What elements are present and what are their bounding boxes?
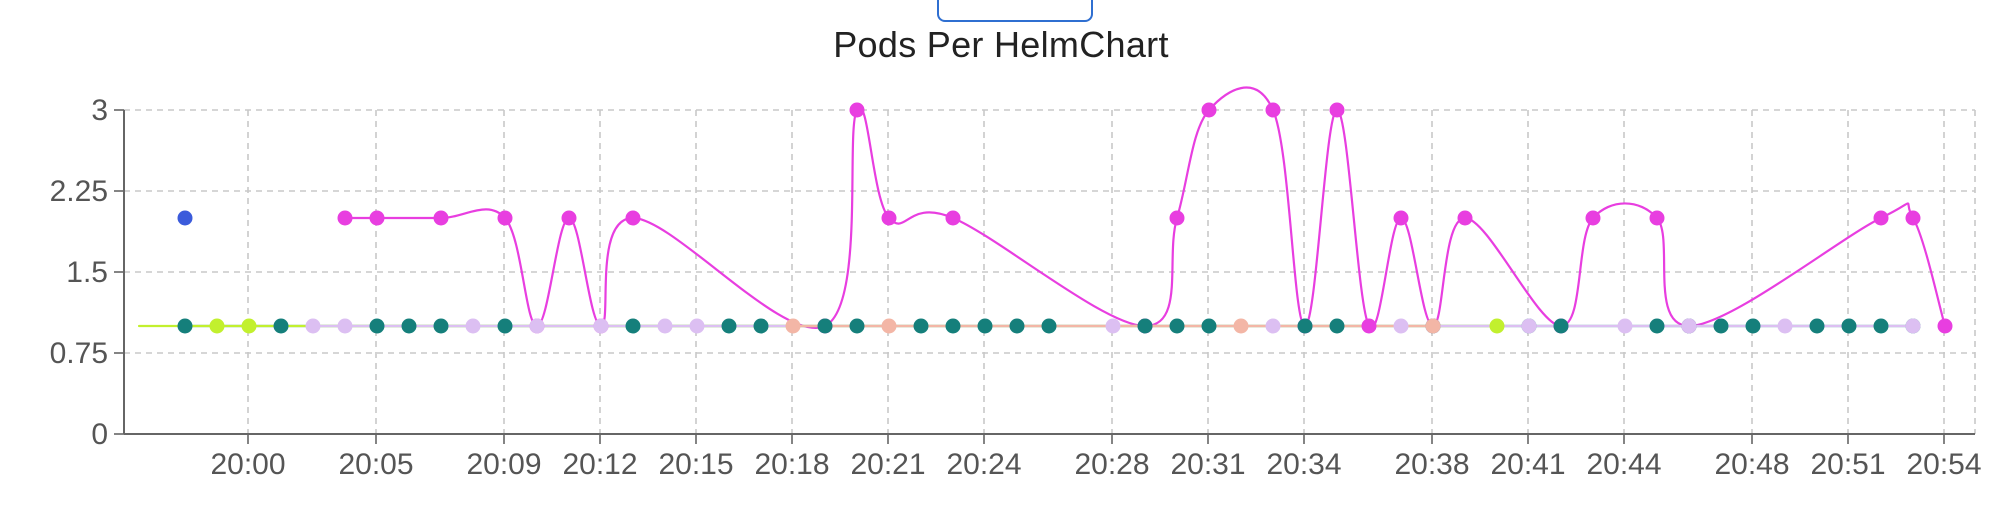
data-point [1201, 102, 1217, 118]
y-tick-label: 2.25 [50, 175, 108, 208]
data-point [1265, 102, 1281, 118]
data-point [1361, 318, 1377, 334]
x-tick-label: 20:41 [1490, 448, 1565, 481]
top-tab-button[interactable] [937, 0, 1093, 22]
x-tick-label: 20:51 [1810, 448, 1885, 481]
data-point [1489, 318, 1505, 334]
x-tick-label: 20:00 [210, 448, 285, 481]
data-point [1649, 318, 1665, 334]
y-tick-label: 3 [91, 94, 108, 127]
data-point [1009, 318, 1025, 334]
data-point [817, 318, 833, 334]
data-point [1713, 318, 1729, 334]
data-point [337, 318, 353, 334]
data-point [785, 318, 801, 334]
x-tick-label: 20:28 [1074, 448, 1149, 481]
data-point [497, 318, 513, 334]
x-tick-label: 20:48 [1714, 448, 1789, 481]
data-point [465, 318, 481, 334]
data-point [497, 210, 513, 226]
data-point [1617, 318, 1633, 334]
x-tick-label: 20:34 [1266, 448, 1341, 481]
data-point [625, 210, 641, 226]
data-point [913, 318, 929, 334]
data-point [561, 210, 577, 226]
data-point [1329, 318, 1345, 334]
data-point [1809, 318, 1825, 334]
data-point [1745, 318, 1761, 334]
data-point [593, 318, 609, 334]
x-tick-label: 20:24 [946, 448, 1021, 481]
x-tick-label: 20:21 [850, 448, 925, 481]
data-point [1937, 318, 1953, 334]
data-point [1585, 210, 1601, 226]
data-point [1873, 210, 1889, 226]
data-point [1233, 318, 1249, 334]
data-point [881, 318, 897, 334]
data-point [1777, 318, 1793, 334]
data-point [1137, 318, 1153, 334]
data-point [849, 318, 865, 334]
x-tick-label: 20:12 [562, 448, 637, 481]
data-point [369, 318, 385, 334]
x-tick-label: 20:44 [1586, 448, 1661, 481]
data-point [1841, 318, 1857, 334]
series-line [345, 86, 1947, 330]
data-point [1393, 318, 1409, 334]
data-point [945, 210, 961, 226]
data-point [689, 318, 705, 334]
chart-title: Pods Per HelmChart [833, 24, 1169, 65]
data-point [657, 318, 673, 334]
data-point [1169, 210, 1185, 226]
data-point [1905, 318, 1921, 334]
data-point [1265, 318, 1281, 334]
data-point [305, 318, 321, 334]
data-point [369, 210, 385, 226]
data-point [1681, 318, 1697, 334]
x-tick-label: 20:05 [338, 448, 413, 481]
data-point [337, 210, 353, 226]
data-point [753, 318, 769, 334]
x-tick-label: 20:09 [466, 448, 541, 481]
data-point [1649, 210, 1665, 226]
x-tick-label: 20:54 [1906, 448, 1981, 481]
data-point [401, 318, 417, 334]
data-point [1105, 318, 1121, 334]
data-point [1297, 318, 1313, 334]
data-point [433, 318, 449, 334]
x-tick-label: 20:38 [1394, 448, 1469, 481]
data-point [1425, 318, 1441, 334]
data-point [1201, 318, 1217, 334]
data-point [177, 318, 193, 334]
data-point [273, 318, 289, 334]
x-tick-label: 20:31 [1170, 448, 1245, 481]
data-point [1873, 318, 1889, 334]
data-point [625, 318, 641, 334]
x-tick-label: 20:18 [754, 448, 829, 481]
data-point [1169, 318, 1185, 334]
data-point [1457, 210, 1473, 226]
data-point [1329, 102, 1345, 118]
y-tick-label: 1.5 [66, 256, 108, 289]
y-tick-label: 0.75 [50, 337, 108, 370]
data-point [433, 210, 449, 226]
data-point [849, 102, 865, 118]
y-tick-label: 0 [91, 418, 108, 451]
data-point [1393, 210, 1409, 226]
data-point [1041, 318, 1057, 334]
data-point [1553, 318, 1569, 334]
data-point [529, 318, 545, 334]
data-point [977, 318, 993, 334]
data-point [209, 318, 225, 334]
data-point [945, 318, 961, 334]
data-point [721, 318, 737, 334]
data-point [1521, 318, 1537, 334]
data-point [241, 318, 257, 334]
data-point [881, 210, 897, 226]
data-point [177, 210, 193, 226]
data-point [1905, 210, 1921, 226]
x-tick-label: 20:15 [658, 448, 733, 481]
